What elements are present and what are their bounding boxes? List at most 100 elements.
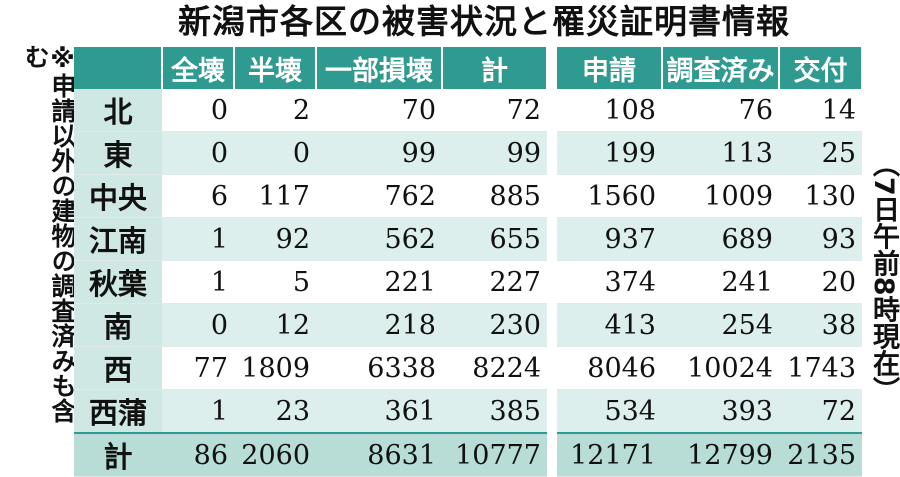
- table-cell: 38: [779, 303, 862, 347]
- table-row: 北 0 2 70 72 108 76 14: [74, 89, 862, 132]
- table-row: 中央 6 117 762 885 1560 1009 130: [74, 174, 862, 218]
- table-cell: 689: [662, 217, 779, 261]
- table-cell: 655: [442, 217, 547, 261]
- ward-name: 中央: [74, 174, 162, 218]
- table-cell: 20: [779, 260, 862, 304]
- column-gap: [547, 217, 557, 261]
- header-cell: 半壊: [234, 47, 317, 89]
- ward-name: 江南: [74, 217, 162, 261]
- damage-table: 全壊 半壊 一部損壊 計 申請 調査済み 交付 北 0 2 70 72 108 …: [74, 47, 863, 477]
- table-cell: 23: [234, 389, 316, 434]
- table-cell: 8631: [316, 432, 442, 477]
- table-cell: 117: [234, 174, 316, 218]
- header-row: 全壊 半壊 一部損壊 計 申請 調査済み 交付: [74, 47, 863, 89]
- table-cell: 241: [662, 260, 779, 304]
- column-gap: [547, 303, 557, 347]
- table-cell: 221: [316, 260, 442, 304]
- header-cell: 調査済み: [662, 47, 780, 89]
- column-gap: [547, 174, 557, 218]
- ward-name: 北: [74, 89, 162, 132]
- footnote: ※申請以外の建物の調査済みも含む: [21, 44, 77, 423]
- table-cell: 0: [162, 131, 234, 175]
- table-cell: 2060: [234, 432, 316, 477]
- column-gap: [547, 389, 557, 433]
- table-cell: 6338: [316, 346, 442, 390]
- table-cell: 113: [662, 131, 779, 175]
- table-cell: 14: [779, 89, 862, 132]
- table-cell: 1: [162, 217, 234, 261]
- column-gap: [547, 47, 557, 89]
- table-cell: 0: [234, 131, 316, 175]
- table-cell: 77: [162, 346, 234, 390]
- table-cell: 6: [162, 174, 234, 218]
- header-cell: 申請: [557, 47, 663, 89]
- ward-name: 西: [74, 346, 162, 390]
- table-cell: 254: [662, 303, 779, 347]
- table-row: 江南 1 92 562 655 937 689 93: [74, 217, 862, 261]
- table-row: 秋葉 1 5 221 227 374 241 20: [74, 260, 862, 304]
- date-note: （7日午前8時現在）: [868, 150, 899, 404]
- table-cell: 93: [779, 217, 862, 261]
- table-cell: 108: [557, 89, 662, 132]
- table-cell: 76: [662, 89, 779, 132]
- table-cell: 393: [662, 389, 779, 434]
- page-title: 新潟市各区の被害状況と罹災証明書情報: [178, 2, 790, 41]
- table-cell: 25: [779, 131, 862, 175]
- ward-name: 西蒲: [74, 389, 162, 434]
- table-cell: 99: [316, 131, 442, 175]
- ward-name: 南: [74, 303, 162, 347]
- header-cell: 全壊: [162, 47, 235, 89]
- header-cell: 一部損壊: [316, 47, 443, 89]
- table-cell: 937: [557, 217, 662, 261]
- header-corner: [74, 47, 163, 89]
- table-cell: 385: [442, 389, 547, 434]
- table-cell: 199: [557, 131, 662, 175]
- table-row: 西蒲 1 23 361 385 534 393 72: [74, 389, 862, 434]
- table-cell: 562: [316, 217, 442, 261]
- table-cell: 361: [316, 389, 442, 434]
- table-cell: 5: [234, 260, 316, 304]
- table-cell: 12171: [557, 432, 662, 477]
- table-cell: 1809: [234, 346, 316, 390]
- table-cell: 70: [316, 89, 442, 132]
- table-cell: 762: [316, 174, 442, 218]
- total-label: 計: [74, 432, 162, 477]
- table-cell: 72: [442, 89, 547, 132]
- table-row: 南 0 12 218 230 413 254 38: [74, 303, 862, 347]
- table-cell: 10777: [442, 432, 547, 477]
- table-cell: 374: [557, 260, 662, 304]
- ward-name: 東: [74, 131, 162, 175]
- table-row: 西 77 1809 6338 8224 8046 10024 1743: [74, 346, 862, 390]
- table-cell: 92: [234, 217, 316, 261]
- column-gap: [547, 131, 557, 175]
- table-cell: 72: [779, 389, 862, 434]
- header-cell: 交付: [779, 47, 863, 89]
- table-cell: 86: [162, 432, 234, 477]
- table-cell: 8046: [557, 346, 662, 390]
- table-cell: 12799: [662, 432, 779, 477]
- table-cell: 8224: [442, 346, 547, 390]
- column-gap: [547, 260, 557, 304]
- table-row: 東 0 0 99 99 199 113 25: [74, 131, 862, 175]
- table-cell: 230: [442, 303, 547, 347]
- table-cell: 227: [442, 260, 547, 304]
- column-gap: [547, 89, 557, 132]
- table-cell: 130: [779, 174, 862, 218]
- table-cell: 1560: [557, 174, 662, 218]
- table-cell: 1: [162, 389, 234, 434]
- table-cell: 1743: [779, 346, 862, 390]
- table-cell: 0: [162, 303, 234, 347]
- table-cell: 1009: [662, 174, 779, 218]
- table-cell: 2: [234, 89, 316, 132]
- header-cell: 計: [442, 47, 548, 89]
- table-cell: 218: [316, 303, 442, 347]
- table-cell: 10024: [662, 346, 779, 390]
- table-cell: 0: [162, 89, 234, 132]
- table-cell: 99: [442, 131, 547, 175]
- table-cell: 12: [234, 303, 316, 347]
- column-gap: [547, 433, 557, 477]
- table-cell: 534: [557, 389, 662, 434]
- column-gap: [547, 346, 557, 390]
- total-row: 計 86 2060 8631 10777 12171 12799 2135: [74, 432, 862, 477]
- table-cell: 885: [442, 174, 547, 218]
